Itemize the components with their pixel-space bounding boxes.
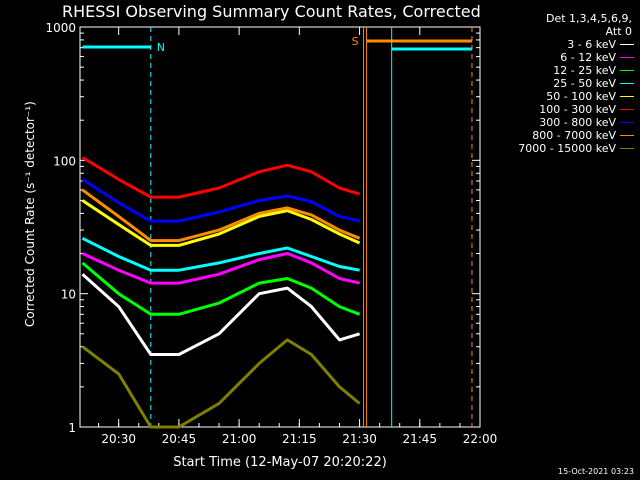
x-tick-label: 21:15 <box>282 432 317 446</box>
series-line-50-100-kev <box>81 199 361 247</box>
legend-header-1: Det 1,3,4,5,6,9, <box>545 12 632 25</box>
legend-swatch <box>620 135 634 136</box>
legend: Det 1,3,4,5,6,9, Att 0 3 - 6 keV 6 - 12 k… <box>488 12 638 155</box>
x-tick-label: 21:30 <box>342 432 377 446</box>
legend-swatch <box>620 148 634 149</box>
plot-frame <box>79 26 481 428</box>
legend-swatch <box>620 96 634 97</box>
night-label: N <box>157 41 165 54</box>
series-line-25-50-kev <box>81 236 360 272</box>
legend-swatch <box>620 57 634 58</box>
x-axis-label: Start Time (12-May-07 20:20:22) <box>173 455 387 470</box>
legend-swatch <box>620 109 634 110</box>
y-tick-label: 10 <box>61 288 76 302</box>
legend-item-label: 100 - 300 keV <box>539 103 616 116</box>
x-tick-label: 21:45 <box>402 432 437 446</box>
generated-timestamp: 15-Oct-2021 03:23 <box>558 467 634 476</box>
x-tick-label: 21:00 <box>222 432 257 446</box>
legend-item: 100 - 300 keV <box>488 103 638 116</box>
legend-item-label: 25 - 50 keV <box>553 77 616 90</box>
x-tick-label: 22:00 <box>463 432 498 446</box>
saa-label: S <box>352 35 359 48</box>
legend-item: 50 - 100 keV <box>488 90 638 103</box>
series-line-800-7000-kev <box>81 188 361 243</box>
series-line-100-300-kev <box>81 156 361 199</box>
legend-item: 12 - 25 keV <box>488 64 638 77</box>
axis-ticks: 20:30 20:45 21:00 21:15 21:30 21:45 22:00 1 10 10… <box>45 21 497 446</box>
series-lines <box>81 156 361 429</box>
series-line-12-25-kev <box>81 261 361 316</box>
legend-item: 6 - 12 keV <box>488 51 638 64</box>
series-line-7000-15000-kev <box>81 338 361 429</box>
y-tick-label: 1 <box>68 421 76 435</box>
legend-item-label: 800 - 7000 keV <box>532 129 616 142</box>
y-axis-label: Corrected Count Rate (s⁻¹ detector⁻¹) <box>23 101 37 327</box>
legend-item-label: 12 - 25 keV <box>553 64 616 77</box>
legend-swatch <box>620 122 634 123</box>
legend-swatch <box>620 70 634 71</box>
legend-swatch <box>620 83 634 84</box>
legend-item-label: 6 - 12 keV <box>560 51 616 64</box>
legend-item-label: 7000 - 15000 keV <box>518 142 616 155</box>
legend-header-2: Att 0 <box>605 25 632 38</box>
legend-item: 3 - 6 keV <box>488 38 638 51</box>
y-tick-label: 100 <box>53 154 76 168</box>
legend-item: 25 - 50 keV <box>488 77 638 90</box>
series-line-6-12-kev <box>81 252 360 285</box>
legend-item-label: 300 - 800 keV <box>539 116 616 129</box>
legend-item-label: 3 - 6 keV <box>567 38 616 51</box>
y-tick-label: 1000 <box>45 21 76 35</box>
x-tick-label: 20:45 <box>162 432 197 446</box>
legend-item-label: 50 - 100 keV <box>546 90 616 103</box>
x-tick-label: 20:30 <box>101 432 136 446</box>
series-line-3-6-kev <box>81 273 361 356</box>
series-line-300-800-kev <box>81 178 360 223</box>
legend-item: 300 - 800 keV <box>488 116 638 129</box>
legend-item: 800 - 7000 keV <box>488 129 638 142</box>
legend-item: 7000 - 15000 keV <box>488 142 638 155</box>
legend-swatch <box>620 44 634 45</box>
chart-title: RHESSI Observing Summary Count Rates, Co… <box>62 2 481 21</box>
